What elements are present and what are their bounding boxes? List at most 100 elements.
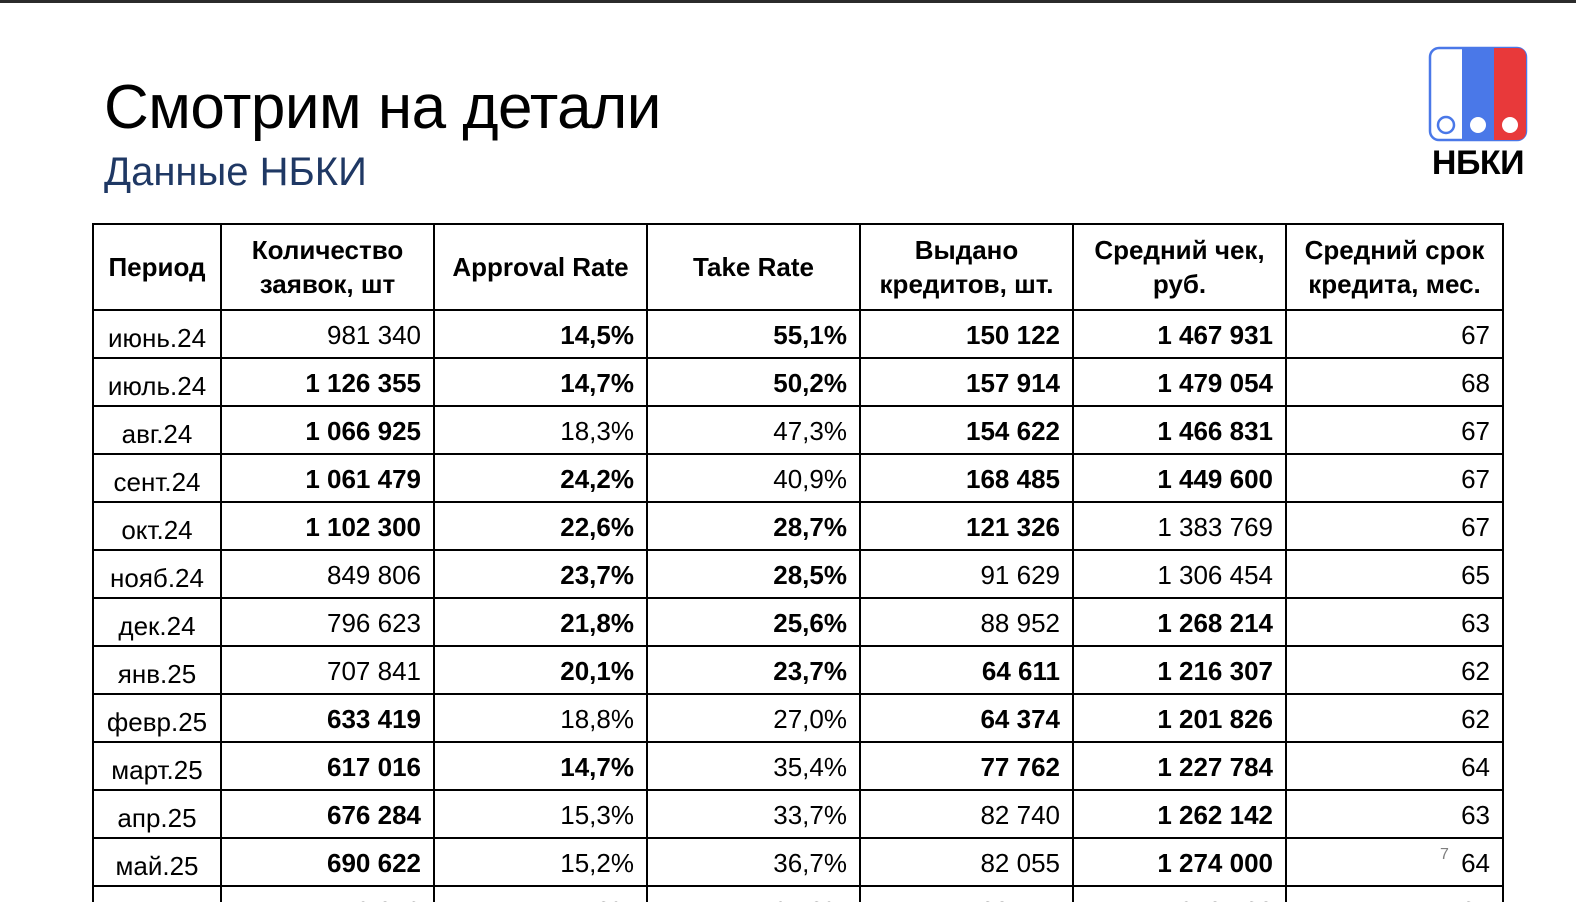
slide-title: Смотрим на детали	[104, 73, 661, 142]
value-cell: 28,7%	[646, 501, 861, 551]
nbki-data-table: Период Количество заявок, шт Approval Rate…	[92, 223, 1504, 902]
value-cell: 67	[1285, 405, 1504, 455]
value-cell: 690 622	[220, 837, 435, 887]
value-cell: 676 284	[220, 789, 435, 839]
column-header: Период	[92, 223, 222, 311]
value-cell: 67	[1285, 501, 1504, 551]
value-cell: 14,5%	[433, 309, 648, 359]
value-cell: 1 227 784	[1072, 741, 1287, 791]
value-cell: 15,3%	[433, 789, 648, 839]
value-cell: 1 479 054	[1072, 357, 1287, 407]
value-cell: 35,4%	[646, 741, 861, 791]
value-cell: 62	[1285, 693, 1504, 743]
value-cell: 15,2%	[433, 837, 648, 887]
value-cell: 1 312 566	[1072, 885, 1287, 902]
value-cell: 47,3%	[646, 405, 861, 455]
period-cell: февр.25	[92, 693, 222, 743]
value-cell: 63	[1285, 789, 1504, 839]
value-cell: 20,1%	[433, 645, 648, 695]
value-cell: 713 653	[220, 885, 435, 902]
period-cell: дек.24	[92, 597, 222, 647]
value-cell: 36,7%	[646, 837, 861, 887]
value-cell: 18,8%	[433, 693, 648, 743]
value-cell: 65	[1285, 885, 1504, 902]
value-cell: 33,7%	[646, 789, 861, 839]
value-cell: 22,6%	[433, 501, 648, 551]
value-cell: 1 383 769	[1072, 501, 1287, 551]
value-cell: 27,0%	[646, 693, 861, 743]
top-border-line	[0, 0, 1576, 3]
value-cell: 64	[1285, 837, 1504, 887]
value-cell: 64	[1285, 741, 1504, 791]
slide-subtitle: Данные НБКИ	[104, 150, 367, 194]
value-cell: 77 762	[859, 741, 1074, 791]
period-cell: июнь.25	[92, 885, 222, 902]
table-row: дек.24 796 623 21,8% 25,6% 88 952 1 268 214 63	[92, 597, 1504, 647]
value-cell: 981 340	[220, 309, 435, 359]
value-cell: 34,8%	[646, 885, 861, 902]
value-cell: 23,7%	[646, 645, 861, 695]
period-cell: янв.25	[92, 645, 222, 695]
value-cell: 1 262 142	[1072, 789, 1287, 839]
value-cell: 40,9%	[646, 453, 861, 503]
value-cell: 21,8%	[433, 597, 648, 647]
value-cell: 707 841	[220, 645, 435, 695]
column-header: Take Rate	[646, 223, 861, 311]
value-cell: 1 201 826	[1072, 693, 1287, 743]
period-cell: июнь.24	[92, 309, 222, 359]
value-cell: 18,3%	[433, 405, 648, 455]
value-cell: 168 485	[859, 453, 1074, 503]
table-row: янв.25 707 841 20,1% 23,7% 64 611 1 216 307 62	[92, 645, 1504, 695]
table-row: окт.24 1 102 300 22,6% 28,7% 121 326 1 383 76…	[92, 501, 1504, 551]
value-cell: 55,1%	[646, 309, 861, 359]
value-cell: 1 306 454	[1072, 549, 1287, 599]
nbki-logo: НБКИ	[1428, 46, 1528, 186]
value-cell: 67	[1285, 453, 1504, 503]
table-body: июнь.24 981 340 14,5% 55,1% 150 122 1 467 931…	[92, 309, 1504, 902]
value-cell: 617 016	[220, 741, 435, 791]
value-cell: 633 419	[220, 693, 435, 743]
value-cell: 849 806	[220, 549, 435, 599]
logo-text: НБКИ	[1431, 144, 1525, 182]
value-cell: 65	[1285, 549, 1504, 599]
value-cell: 1 268 214	[1072, 597, 1287, 647]
value-cell: 1 466 831	[1072, 405, 1287, 455]
value-cell: 67	[1285, 309, 1504, 359]
value-cell: 1 066 925	[220, 405, 435, 455]
column-header: Approval Rate	[433, 223, 648, 311]
value-cell: 50,2%	[646, 357, 861, 407]
table-row: май.25 690 622 15,2% 36,7% 82 055 1 274 000 64	[92, 837, 1504, 887]
value-cell: 63	[1285, 597, 1504, 647]
value-cell: 23,7%	[433, 549, 648, 599]
value-cell: 1 467 931	[1072, 309, 1287, 359]
period-cell: окт.24	[92, 501, 222, 551]
table-row: июнь.25713 65317,8%34,8%88 4771 312 5666…	[92, 885, 1504, 902]
table-row: февр.25 633 419 18,8% 27,0% 64 374 1 201 826 6…	[92, 693, 1504, 743]
value-cell: 82 055	[859, 837, 1074, 887]
column-header: Средний чек, руб.	[1072, 223, 1287, 311]
value-cell: 1 274 000	[1072, 837, 1287, 887]
value-cell: 88 952	[859, 597, 1074, 647]
column-header: Количество заявок, шт	[220, 223, 435, 311]
table-row: сент.24 1 061 479 24,2% 40,9% 168 485 1 449 6…	[92, 453, 1504, 503]
value-cell: 1 449 600	[1072, 453, 1287, 503]
value-cell: 82 740	[859, 789, 1074, 839]
value-cell: 154 622	[859, 405, 1074, 455]
value-cell: 28,5%	[646, 549, 861, 599]
value-cell: 121 326	[859, 501, 1074, 551]
value-cell: 14,7%	[433, 357, 648, 407]
period-cell: сент.24	[92, 453, 222, 503]
value-cell: 62	[1285, 645, 1504, 695]
value-cell: 91 629	[859, 549, 1074, 599]
value-cell: 64 374	[859, 693, 1074, 743]
period-cell: июль.24	[92, 357, 222, 407]
table-row: нояб.24 849 806 23,7% 28,5% 91 629 1 306 454 6…	[92, 549, 1504, 599]
value-cell: 150 122	[859, 309, 1074, 359]
period-cell: март.25	[92, 741, 222, 791]
value-cell: 1 102 300	[220, 501, 435, 551]
value-cell: 1 216 307	[1072, 645, 1287, 695]
value-cell: 796 623	[220, 597, 435, 647]
table-row: июль.24 1 126 355 14,7% 50,2% 157 914 1 479 0…	[92, 357, 1504, 407]
value-cell: 1 126 355	[220, 357, 435, 407]
